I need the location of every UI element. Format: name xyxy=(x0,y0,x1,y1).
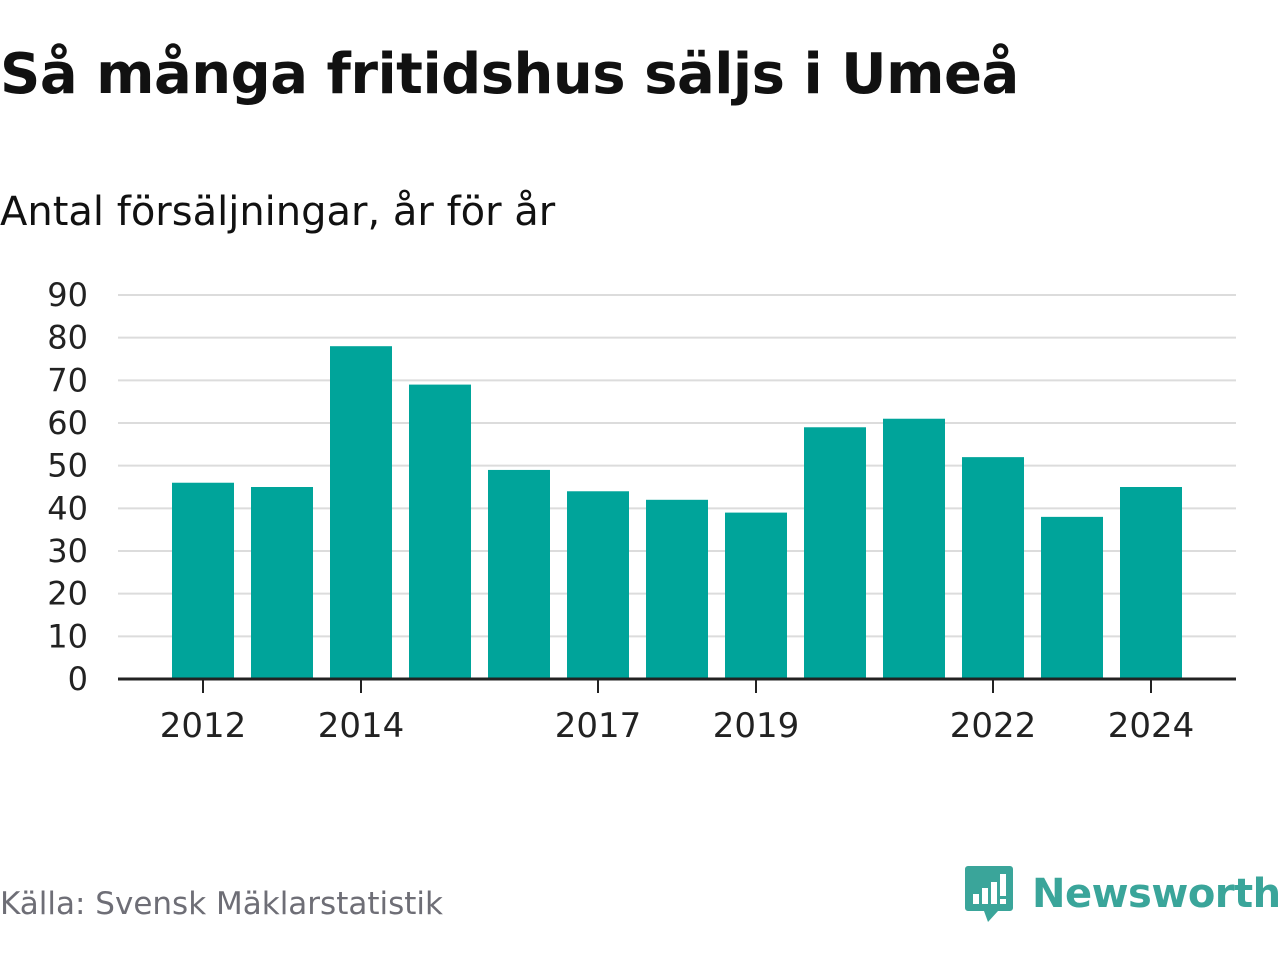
y-tick-label-80: 80 xyxy=(47,319,88,357)
axes xyxy=(118,677,1236,693)
bar-2017 xyxy=(567,491,629,679)
x-tick-label-2012: 2012 xyxy=(160,706,247,746)
brand-name: Newsworthy xyxy=(1032,871,1280,917)
y-tick-label-40: 40 xyxy=(47,489,88,527)
source-note: Källa: Svensk Mäklarstatistik xyxy=(0,886,443,922)
bar-chart: 0 10 20 30 40 50 60 70 80 90 2012 2014 2017 2019 2022 2… xyxy=(47,276,1236,746)
tick-labels: 0 10 20 30 40 50 60 70 80 90 2012 2014 2017 2019 2022 2… xyxy=(47,276,1194,746)
chart-subtitle: Antal försäljningar, år för år xyxy=(0,189,556,235)
y-tick-label-30: 30 xyxy=(47,532,88,570)
x-tick-label-2022: 2022 xyxy=(950,706,1037,746)
bar-2014 xyxy=(330,346,392,679)
bar-2013 xyxy=(251,487,313,679)
bars xyxy=(172,346,1182,679)
x-tick-label-2024: 2024 xyxy=(1108,706,1195,746)
y-tick-label-90: 90 xyxy=(47,276,88,314)
newsworthy-logo-icon xyxy=(965,866,1013,922)
y-tick-label-50: 50 xyxy=(47,447,88,485)
bar-2016 xyxy=(488,469,550,679)
bar-2020 xyxy=(804,427,866,679)
bar-2023 xyxy=(1041,516,1103,679)
y-tick-label-0: 0 xyxy=(68,660,88,698)
bar-2024 xyxy=(1120,487,1182,679)
x-tick-label-2019: 2019 xyxy=(713,706,800,746)
bar-2019 xyxy=(725,512,787,679)
y-tick-label-70: 70 xyxy=(47,361,88,399)
bar-2012 xyxy=(172,482,234,679)
bar-2015 xyxy=(409,384,471,679)
y-tick-label-10: 10 xyxy=(47,617,88,655)
bar-2022 xyxy=(962,457,1024,679)
chart-title: Så många fritidshus säljs i Umeå xyxy=(0,42,1019,107)
y-tick-label-60: 60 xyxy=(47,404,88,442)
x-tick-label-2014: 2014 xyxy=(318,706,405,746)
y-tick-label-20: 20 xyxy=(47,575,88,613)
brand-logo: Newsworthy xyxy=(964,864,1280,924)
bar-2018 xyxy=(646,499,708,679)
x-tick-label-2017: 2017 xyxy=(555,706,642,746)
bar-2021 xyxy=(883,418,945,679)
